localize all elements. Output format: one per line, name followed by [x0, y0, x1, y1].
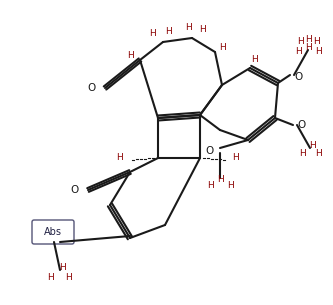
Text: H: H [315, 149, 321, 159]
Text: H: H [217, 175, 223, 185]
Text: H: H [185, 23, 192, 33]
Text: H: H [315, 48, 321, 56]
Text: H: H [305, 35, 311, 45]
Text: H: H [59, 264, 65, 272]
Text: H: H [310, 142, 316, 150]
Text: H: H [305, 42, 311, 52]
Text: H: H [116, 153, 123, 163]
Text: H: H [220, 42, 226, 52]
Text: H: H [313, 38, 319, 46]
Text: O: O [206, 146, 214, 156]
Text: H: H [297, 38, 303, 46]
Text: H: H [47, 274, 53, 282]
Text: O: O [88, 83, 96, 93]
Text: H: H [252, 56, 258, 64]
FancyBboxPatch shape [32, 220, 74, 244]
Text: H: H [295, 48, 301, 56]
Text: H: H [150, 30, 157, 38]
Text: O: O [294, 72, 302, 82]
Text: H: H [127, 51, 134, 59]
Text: O: O [297, 120, 305, 130]
Text: H: H [65, 274, 71, 282]
Text: H: H [198, 26, 205, 34]
Text: H: H [165, 27, 171, 37]
Text: O: O [71, 185, 79, 195]
Text: Abs: Abs [44, 227, 62, 237]
Text: H: H [227, 181, 233, 191]
Text: H: H [232, 153, 239, 163]
Text: H: H [299, 149, 305, 159]
Text: H: H [206, 181, 213, 191]
